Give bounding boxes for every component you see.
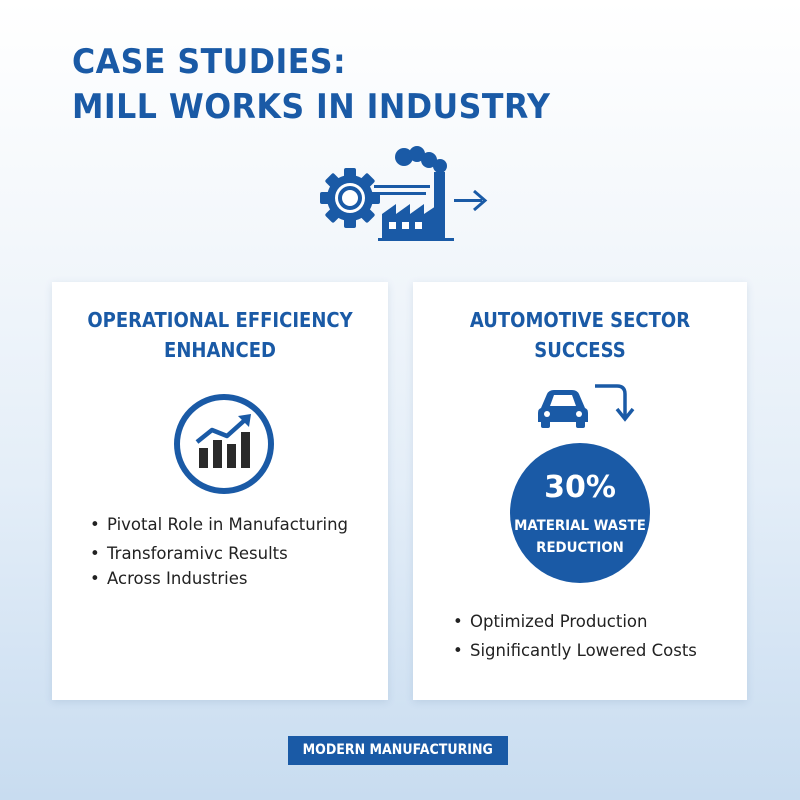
efficiency-bullets: Pivotal Role in Manufacturing Transforam…: [90, 512, 380, 595]
card-title-line-2: SUCCESS: [534, 338, 626, 362]
efficiency-card: OPERATIONAL EFFICIENCY ENHANCED Pivotal …: [52, 282, 388, 700]
list-item-continuation: Across Industries: [90, 566, 380, 591]
stat-label-line-2: REDUCTION: [536, 540, 624, 556]
footer-badge-label: MODERN MANUFACTURING: [302, 742, 494, 758]
waste-reduction-stat: 30% MATERIAL WASTE REDUCTION: [510, 443, 650, 583]
list-item: Transforamivc Results: [90, 541, 380, 566]
card-title-line-2: ENHANCED: [164, 338, 276, 362]
list-item: Optimized Production: [453, 609, 743, 634]
title-line-2: MILL WORKS IN INDUSTRY: [72, 87, 551, 127]
car-arrow-icon: [538, 384, 635, 428]
card-title-line-1: OPERATIONAL EFFICIENCY: [87, 308, 353, 332]
page-title: CASE STUDIES: MILL WORKS IN INDUSTRY: [72, 40, 550, 130]
stat-value: 30%: [544, 470, 616, 505]
list-item: Pivotal Role in Manufacturing: [90, 512, 380, 537]
gear-factory-arrow-icon: [320, 146, 488, 241]
stat-label-line-1: MATERIAL WASTE: [514, 518, 646, 534]
title-line-1: CASE STUDIES:: [72, 42, 347, 82]
card-title: OPERATIONAL EFFICIENCY ENHANCED: [69, 305, 371, 365]
card-title: AUTOMOTIVE SECTOR SUCCESS: [430, 305, 731, 365]
list-item: Significantly Lowered Costs: [453, 638, 743, 663]
stat-label: MATERIAL WASTE REDUCTION: [512, 515, 648, 559]
automotive-bullets: Optimized Production Significantly Lower…: [453, 609, 743, 667]
growth-chart-icon: [174, 394, 274, 494]
automotive-card: AUTOMOTIVE SECTOR SUCCESS 30% MATERIAL W…: [413, 282, 747, 700]
footer-badge: MODERN MANUFACTURING: [288, 736, 508, 765]
card-title-line-1: AUTOMOTIVE SECTOR: [469, 308, 691, 332]
list-item-text: Across Industries: [107, 569, 248, 588]
